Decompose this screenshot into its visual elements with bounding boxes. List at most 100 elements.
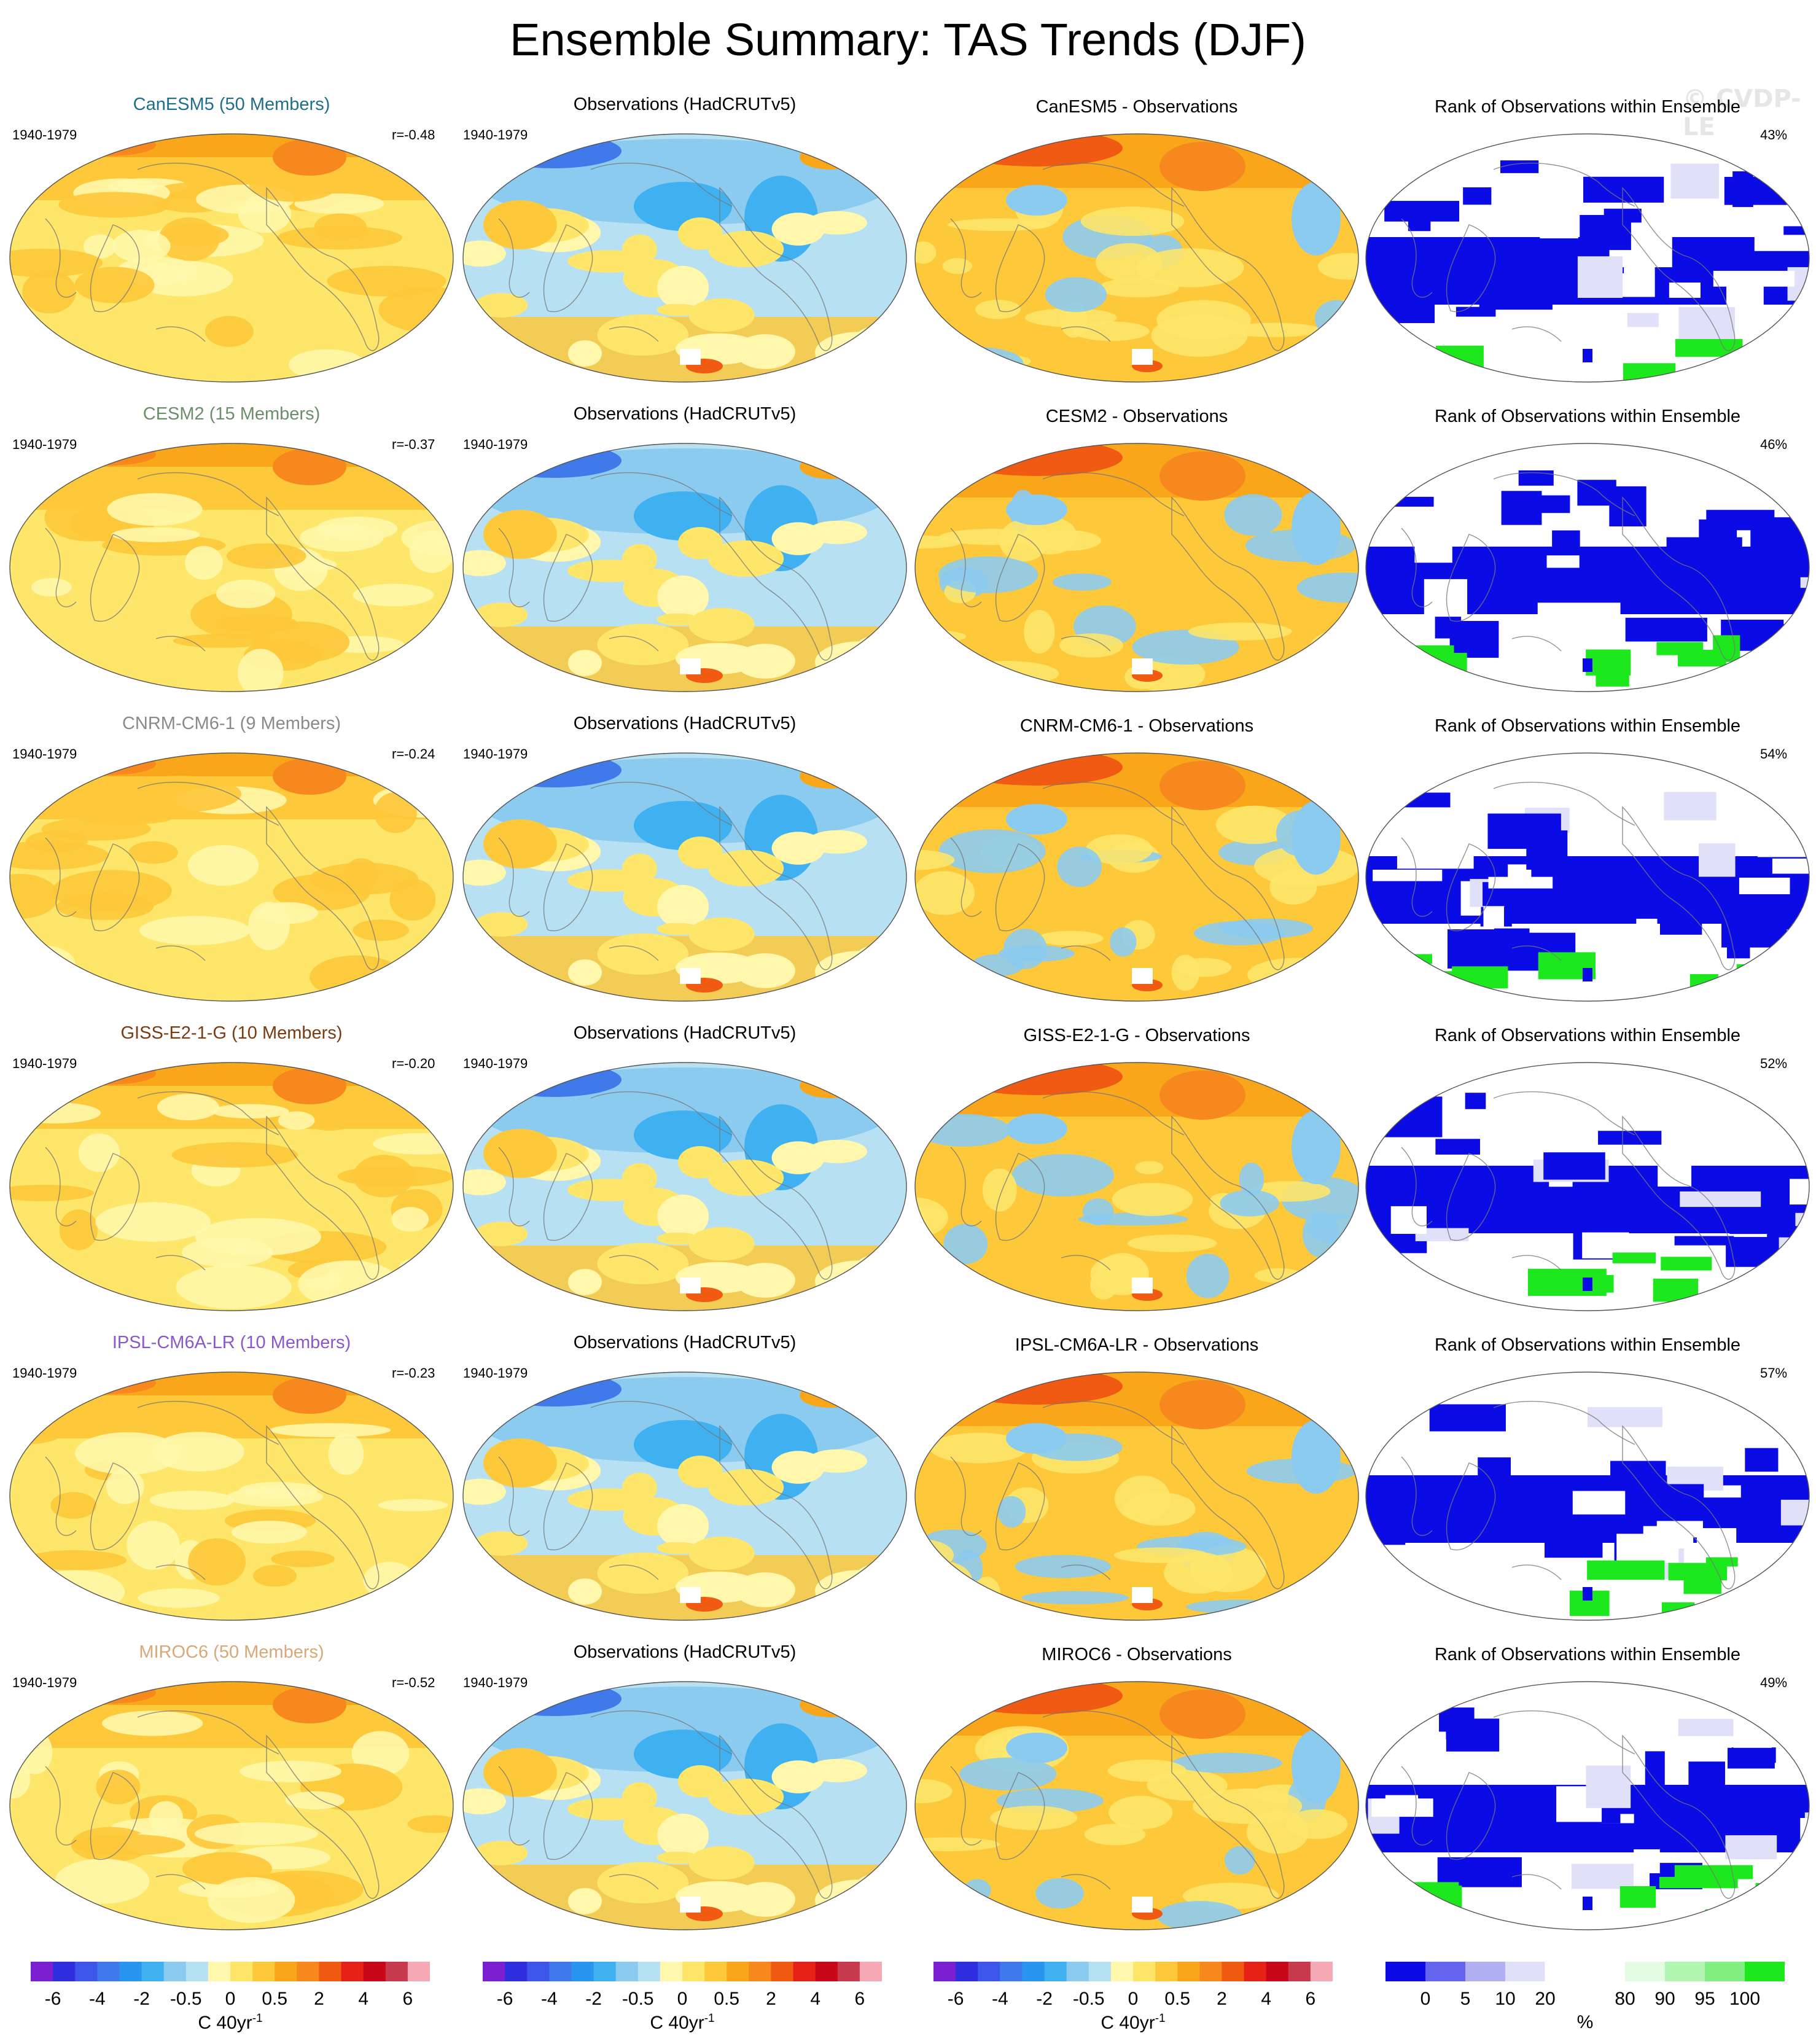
rank-map [1365,1371,1810,1621]
colorbar-swatch [341,1962,364,1981]
diff-map [914,1062,1359,1311]
colorbar-swatch [1465,1962,1506,1981]
obs-panel-title: Observations (HadCRUTv5) [573,404,797,424]
colorbar-tick-label: 20 [1535,1989,1556,2009]
colorbar-swatch [230,1962,253,1981]
rank-panel-title: Rank of Observations within Ensemble [1434,97,1741,117]
rank-percent-label: 49% [1760,1675,1788,1690]
obs-map [462,133,907,383]
colorbar-swatch [859,1962,882,1981]
rank-map [1365,1062,1810,1311]
rank-map [1365,133,1810,383]
colorbar-swatch [660,1962,683,1981]
colorbar-swatch [1288,1962,1311,1981]
model-panel-title: CNRM-CM6-1 (9 Members) [122,714,341,733]
colorbar-tick-label: 80 [1615,1989,1635,2009]
diff-map [914,1371,1359,1621]
colorbar-swatch [1266,1962,1289,1981]
period-label: 1940-1979 [12,127,77,142]
obs-map [462,1062,907,1311]
colorbar-tick-label: 0 [1420,1989,1431,2009]
period-label: 1940-1979 [463,746,528,762]
colorbar-swatch [793,1962,816,1981]
colorbar-tick-label: 0 [677,1989,688,2009]
rank-map [1365,1681,1810,1930]
colorbar-tick-label: 90 [1654,1989,1675,2009]
colorbar-swatch [549,1962,572,1981]
colorbar-swatch [771,1962,794,1981]
colorbar-tick-label: 0 [1128,1989,1139,2009]
colorbar-tick-label: 95 [1694,1989,1715,2009]
correlation-label: r=-0.24 [392,746,435,762]
model-panel-title: CanESM5 (50 Members) [133,95,330,114]
model-map [9,1062,454,1311]
colorbar-tick-label: -4 [540,1989,558,2009]
colorbar-swatch [385,1962,408,1981]
model-map [9,752,454,1002]
period-label: 1940-1979 [463,1675,528,1690]
rank-panel-title: Rank of Observations within Ensemble [1434,1645,1741,1664]
model-panel-title: GISS-E2-1-G (10 Members) [120,1023,343,1043]
colorbar-swatch [593,1962,617,1981]
correlation-label: r=-0.20 [392,1056,435,1071]
colorbar-unit-label: C 40yr-1 [198,2012,263,2033]
colorbar-swatch [31,1962,53,1981]
colorbar-tick-label: 0.5 [262,1989,288,2009]
colorbar-tick-label: 6 [1305,1989,1316,2009]
figure-title: Ensemble Summary: TAS Trends (DJF) [510,14,1306,65]
correlation-label: r=-0.48 [392,127,435,142]
colorbar-swatch [637,1962,661,1981]
colorbar-tick-label: -0.5 [1072,1989,1105,2009]
period-label: 1940-1979 [463,1056,528,1071]
colorbar-swatch [1044,1962,1067,1981]
colorbar-swatch [1022,1962,1045,1981]
colorbar-swatch [978,1962,1000,1981]
diff-panel-title: CESM2 - Observations [1045,407,1228,426]
rank-colorbar [1385,1962,1785,1982]
obs-panel-title: Observations (HadCRUTv5) [573,1023,797,1043]
colorbar-swatch [1177,1962,1200,1981]
colorbar-swatch [1133,1962,1156,1981]
rank-percent-label: 43% [1760,127,1788,142]
colorbar-tick-label: -0.5 [622,1989,654,2009]
colorbar-swatch [1625,1962,1666,1981]
colorbar-unit-label: % [1576,2012,1594,2032]
colorbar-swatch [1584,1962,1626,1982]
obs-panel-title: Observations (HadCRUTv5) [573,1333,797,1352]
diff-map [914,133,1359,383]
colorbar-tick-label: -4 [991,1989,1008,2009]
colorbar-swatch [1505,1962,1546,1981]
diff-panel-title: CanESM5 - Observations [1035,97,1238,117]
colorbar-tick-label: 4 [358,1989,368,2009]
colorbar-tick-label: 6 [854,1989,865,2009]
colorbar-unit-label: C 40yr-1 [650,2012,715,2033]
colorbar-tick-label: 5 [1460,1989,1471,2009]
colorbar-swatch [252,1962,275,1981]
period-label: 1940-1979 [12,1675,77,1690]
rank-map [1365,752,1810,1002]
colorbar-swatch [163,1962,187,1981]
colorbar-swatch [407,1962,430,1981]
diff-panel-title: MIROC6 - Observations [1042,1645,1232,1664]
colorbar-swatch [75,1962,98,1981]
diff-panel-title: GISS-E2-1-G - Observations [1023,1026,1250,1045]
rank-panel-title: Rank of Observations within Ensemble [1434,1335,1741,1355]
diff-panel-title: IPSL-CM6A-LR - Observations [1015,1335,1259,1355]
model-panel-title: IPSL-CM6A-LR (10 Members) [112,1333,351,1352]
rank-panel-title: Rank of Observations within Ensemble [1434,716,1741,736]
obs-map [462,1371,907,1621]
colorbar-swatch [615,1962,639,1981]
correlation-label: r=-0.37 [392,437,435,452]
colorbar-swatch [297,1962,319,1981]
rank-percent-label: 57% [1760,1365,1788,1381]
colorbar-tick-label: -2 [133,1989,150,2009]
colorbar-swatch [319,1962,342,1981]
colorbar-swatch [704,1962,727,1981]
colorbar-swatch [1545,1962,1586,1982]
rank-percent-label: 46% [1760,437,1788,452]
obs-panel-title: Observations (HadCRUTv5) [573,714,797,733]
model-map [9,443,454,692]
period-label: 1940-1979 [12,1056,77,1071]
unit-superscript: -1 [1155,2012,1166,2025]
model-panel-title: MIROC6 (50 Members) [139,1642,324,1662]
